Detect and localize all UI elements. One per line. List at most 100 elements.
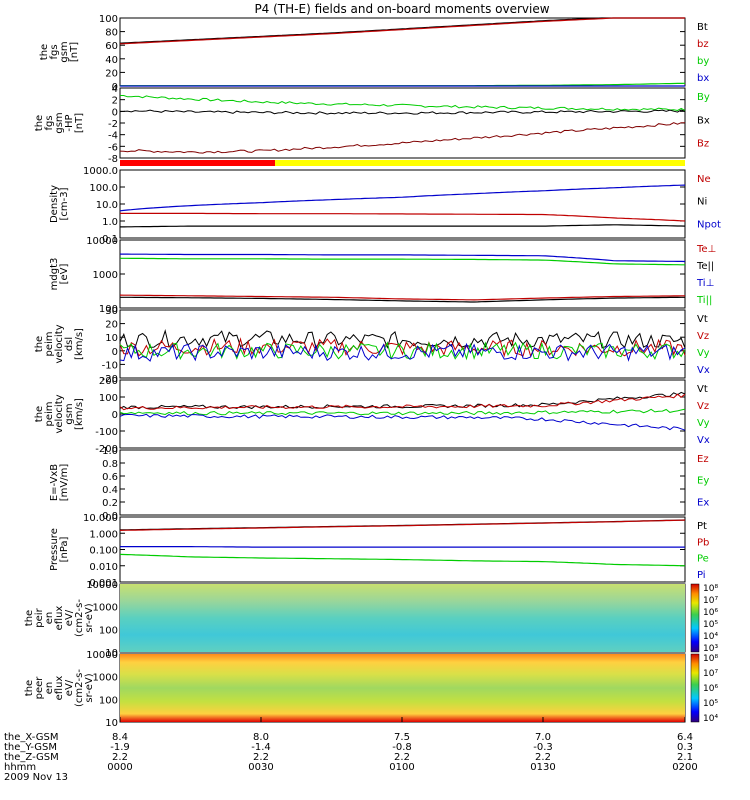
ytick-label: 100	[99, 304, 118, 315]
ytick-label: 2	[112, 96, 118, 107]
cbar-tick-ion_spec: 10⁷	[703, 596, 718, 606]
legend-pressure-1: Pb	[697, 537, 709, 548]
ylabel-line: [nPa]	[59, 536, 70, 562]
ylabel-line: velocity	[54, 394, 65, 433]
series-pressure-Pb	[119, 519, 686, 531]
ylabel-pressure: Pressure[nPa]	[49, 528, 70, 571]
region-bar-yellow	[275, 160, 685, 166]
ytick-label: 10000	[86, 236, 118, 247]
series-fgs-bz	[119, 17, 685, 45]
ytick-label: 10	[105, 648, 118, 659]
xaxis-value: 7.0	[535, 732, 551, 743]
ylabel-line: eV/	[64, 609, 75, 626]
ytick-label: 1.000	[89, 529, 118, 540]
panel-frame-velocity_gsm	[119, 379, 686, 449]
ytick-label: -8	[108, 154, 118, 165]
ytick-label: 20	[105, 320, 118, 331]
ytick-label: 0.6	[102, 472, 118, 483]
ylabel-line: the	[24, 610, 35, 626]
ylabel-line: [km/s]	[74, 398, 85, 430]
panel-frame-density	[119, 169, 686, 239]
xaxis-value: -1.9	[110, 742, 130, 753]
cbar-tick-elec_spec: 10⁶	[703, 684, 718, 694]
xaxis-value: 8.0	[253, 732, 269, 743]
ylabel-line: fgs	[44, 115, 55, 130]
legend-velocity_dsl-0: Vt	[697, 314, 708, 325]
ylabel-line: Density	[49, 185, 60, 223]
xaxis-value: 6.4	[677, 732, 693, 743]
ytick-label: 100.0	[89, 183, 118, 194]
ytick-label: 1.0	[102, 217, 118, 228]
ytick-label: 20	[105, 68, 118, 79]
xaxis-row-label: hhmm	[4, 762, 36, 773]
ylabel-line: -HP	[64, 114, 75, 131]
ylabel-line: mdgt3	[49, 258, 60, 291]
xaxis-value: -1.4	[251, 742, 271, 753]
ytick-label: 100	[99, 695, 118, 706]
legend-fgs_hp-0: By	[697, 92, 710, 103]
ytick-label: 0.2	[102, 498, 118, 509]
ylabel-line: (cm2-s-	[74, 669, 85, 707]
ytick-label: 100	[99, 393, 118, 404]
panel-frame-velocity_dsl	[119, 309, 686, 379]
legend-efield-1: Ey	[697, 476, 709, 487]
ytick-label: 1.0	[102, 446, 118, 457]
cbar-tick-elec_spec: 10⁷	[703, 669, 718, 679]
ylabel-density: Density[cm-3]	[49, 185, 70, 223]
legend-density-0: Ne	[697, 174, 711, 185]
ytick-label: 0.4	[102, 485, 118, 496]
ylabel-velocity_gsm: thepeimvelocitygsm[km/s]	[34, 394, 85, 433]
ylabel-line: [nT]	[74, 113, 85, 133]
ytick-label: 10.0	[96, 200, 118, 211]
ylabel-line: [eV]	[59, 264, 70, 285]
legend-pressure-0: Pt	[697, 521, 707, 532]
ytick-label: 1000	[93, 603, 118, 614]
series-pressure-Pi	[119, 553, 686, 567]
legend-efield-0: Ez	[697, 454, 709, 465]
ylabel-line: eV/	[64, 679, 75, 696]
legend-fgs_hp-1: Bx	[697, 115, 710, 126]
ytick-label: 0.0	[102, 511, 118, 522]
ytick-label: 0	[112, 347, 118, 358]
xaxis-value: 0030	[248, 762, 273, 773]
ylabel-line: eflux	[54, 606, 65, 631]
legend-velocity_gsm-1: Vz	[697, 401, 709, 412]
cbar-tick-ion_spec: 10⁵	[703, 620, 718, 630]
region-bar-red	[120, 160, 275, 166]
xaxis-value: 8.4	[112, 732, 128, 743]
ylabel-line: [cm-3]	[59, 187, 70, 220]
ylabel-line: Pressure	[49, 528, 60, 571]
ylabel-line: [nT]	[69, 42, 80, 62]
series-temperature-Ti⊥	[120, 257, 685, 266]
series-fgs_hp-Bx	[119, 109, 686, 115]
xaxis-row-label: the_Y-GSM	[4, 742, 57, 753]
xaxis-value: 0200	[672, 762, 697, 773]
cbar-tick-ion_spec: 10⁴	[703, 632, 718, 642]
ytick-label: -6	[108, 142, 118, 153]
electron-colorbar	[690, 653, 700, 723]
ytick-label: 0.8	[102, 459, 118, 470]
ylabel-line: E=-VxB	[49, 464, 60, 501]
cbar-tick-ion_spec: 10³	[703, 644, 718, 654]
legend-fgs-1: bz	[697, 39, 709, 50]
ytick-label: -10	[102, 360, 118, 371]
legend-velocity_gsm-3: Vx	[697, 435, 710, 446]
xaxis-value: 2.2	[253, 752, 269, 763]
xaxis-value: -0.8	[392, 742, 412, 753]
xaxis-value: 2.2	[112, 752, 128, 763]
ytick-label: 0.1	[102, 234, 118, 245]
legend-density-2: Npot	[697, 219, 721, 230]
ylabel-line: the	[34, 115, 45, 131]
ytick-label: 100	[99, 625, 118, 636]
ylabel-line: gsm	[64, 403, 75, 424]
ytick-label: 1000	[93, 270, 118, 281]
ytick-label: 10	[105, 718, 118, 729]
xaxis-row-label: 2009 Nov 13	[4, 772, 68, 783]
legend-pressure-2: Pe	[697, 554, 709, 565]
ylabel-line: sr-eV)	[84, 603, 95, 632]
ylabel-line: peim	[44, 401, 55, 426]
legend-velocity_dsl-1: Vz	[697, 331, 709, 342]
ytick-label: -200	[95, 444, 118, 455]
legend-temperature-3: Ti||	[696, 295, 712, 306]
